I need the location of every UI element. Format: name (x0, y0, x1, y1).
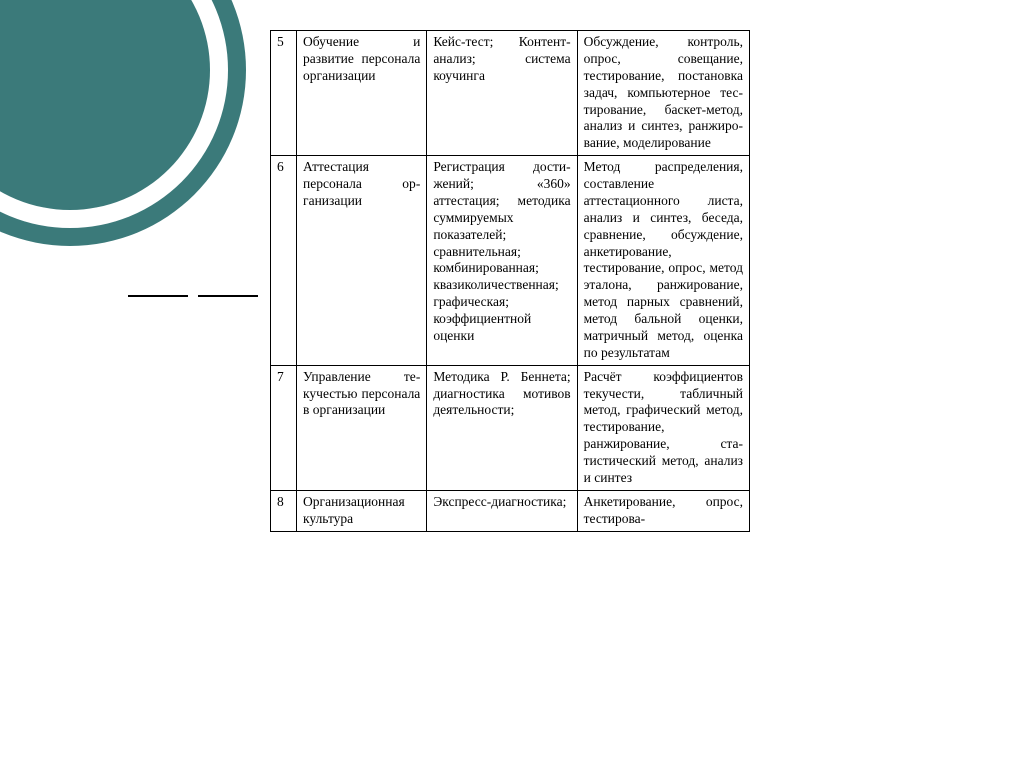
decor-line-right (198, 295, 258, 297)
document-page: 5 Обучение и развитие пер­сонала органи­… (270, 30, 750, 532)
cell-methods: Экспресс-диагностика; (427, 490, 577, 531)
methods-table: 5 Обучение и развитие пер­сонала органи­… (270, 30, 750, 532)
cell-num: 5 (271, 31, 297, 156)
cell-num: 7 (271, 365, 297, 490)
cell-methods: Методика Р. Бенне­та; диагностика моти­в… (427, 365, 577, 490)
cell-topic: Аттестация персонала ор­ганизации (297, 156, 427, 366)
table-row: 7 Управление те­кучестью пер­сонала в ор… (271, 365, 750, 490)
cell-techniques: Анкетирование, опрос, тестирова- (577, 490, 749, 531)
cell-topic: Обучение и развитие пер­сонала органи­за… (297, 31, 427, 156)
cell-topic: Организацион­ная культура (297, 490, 427, 531)
cell-num: 8 (271, 490, 297, 531)
table-row: 8 Организацион­ная культура Экспресс-диа… (271, 490, 750, 531)
cell-techniques: Расчёт коэффици­ентов текучести, табличн… (577, 365, 749, 490)
cell-techniques: Обсуждение, кон­троль, опрос, со­вещание… (577, 31, 749, 156)
cell-topic: Управление те­кучестью пер­сонала в орга… (297, 365, 427, 490)
table-row: 5 Обучение и развитие пер­сонала органи­… (271, 31, 750, 156)
cell-num: 6 (271, 156, 297, 366)
cell-methods: Кейс-тест; Контент-анализ; система коучи… (427, 31, 577, 156)
decor-line-left (128, 295, 188, 297)
corner-decoration (0, 0, 210, 210)
cell-methods: Регистрация дости­жений; «360» аттестаци… (427, 156, 577, 366)
table-row: 6 Аттестация персонала ор­ганизации Реги… (271, 156, 750, 366)
cell-techniques: Метод распределе­ния, составление аттест… (577, 156, 749, 366)
